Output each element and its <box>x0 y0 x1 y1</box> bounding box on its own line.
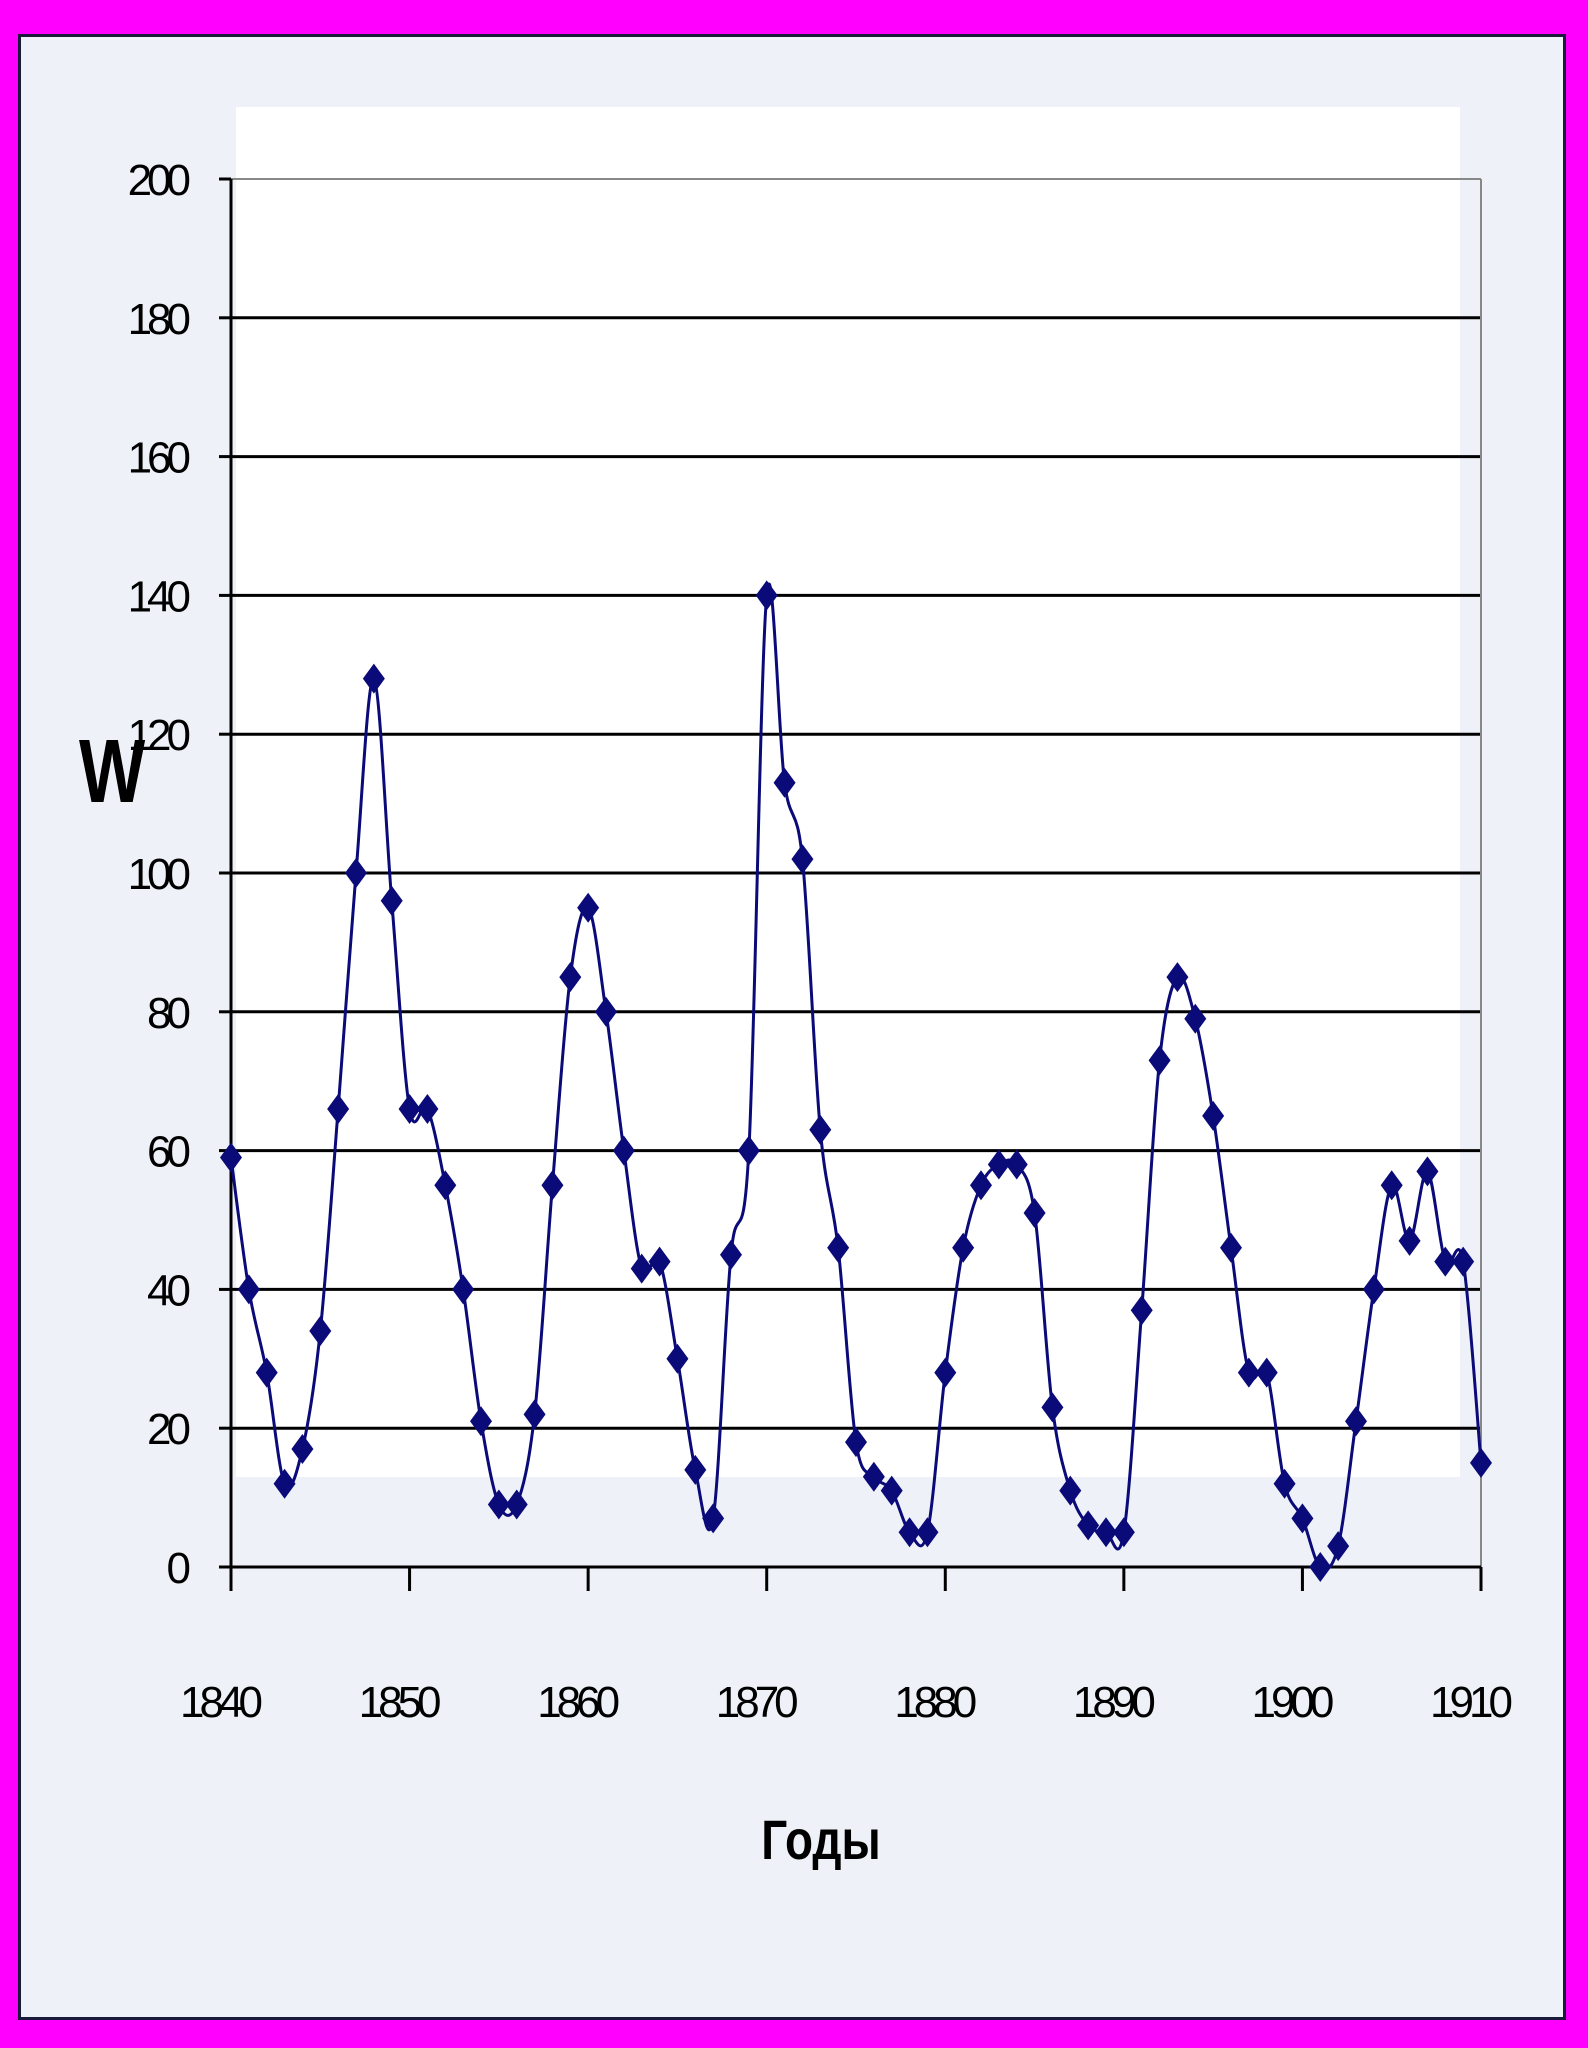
data-point <box>1184 1003 1207 1034</box>
data-point <box>362 663 385 694</box>
y-tick-label: 20 <box>147 1405 189 1454</box>
data-point <box>934 1357 957 1388</box>
y-tick-label: 80 <box>147 989 189 1038</box>
y-tick-label: 60 <box>147 1128 189 1177</box>
x-tick-label: 1850 <box>359 1678 440 1727</box>
data-point <box>898 1517 921 1548</box>
y-tick-label: 100 <box>128 850 190 899</box>
data-point <box>987 1149 1010 1180</box>
data-point <box>1291 1503 1314 1534</box>
data-point <box>1380 1170 1403 1201</box>
data-point <box>380 885 403 916</box>
y-axis-title: W <box>79 722 146 822</box>
data-point <box>237 1274 260 1305</box>
data-point <box>1255 1357 1278 1388</box>
data-point <box>291 1434 314 1465</box>
data-point <box>1202 1100 1225 1131</box>
data-point <box>470 1406 492 1437</box>
data-point <box>1434 1246 1457 1277</box>
data-point <box>916 1517 939 1548</box>
data-point <box>1398 1225 1421 1256</box>
x-tick-label: 1900 <box>1251 1678 1332 1727</box>
data-point <box>630 1253 653 1284</box>
data-point <box>595 996 617 1027</box>
data-point <box>648 1246 671 1277</box>
plot-area-background <box>236 107 1460 1477</box>
data-point <box>1166 962 1189 993</box>
data-point <box>1095 1517 1117 1548</box>
y-tick-label: 180 <box>128 295 190 344</box>
data-point <box>1345 1406 1367 1437</box>
y-tick-label: 0 <box>167 1544 190 1593</box>
data-point <box>952 1232 975 1263</box>
y-tick-label: 140 <box>128 572 190 621</box>
data-point <box>791 844 814 875</box>
data-point <box>612 1135 635 1166</box>
data-point <box>1309 1552 1332 1582</box>
data-point <box>702 1503 725 1534</box>
data-point <box>1237 1357 1260 1388</box>
data-point <box>755 580 778 611</box>
data-point <box>1452 1246 1475 1277</box>
y-tick-label: 200 <box>128 156 190 205</box>
data-point <box>220 1142 242 1173</box>
x-tick-label: 1910 <box>1430 1678 1511 1727</box>
data-point <box>1273 1468 1296 1499</box>
data-point <box>720 1239 742 1270</box>
data-point <box>1362 1274 1385 1305</box>
data-point <box>684 1454 707 1485</box>
data-point <box>559 962 582 993</box>
x-axis-title: Годы <box>761 1809 881 1871</box>
x-tick-label: 1890 <box>1073 1678 1154 1727</box>
data-point <box>327 1093 350 1124</box>
data-point <box>862 1461 885 1492</box>
data-point <box>1041 1392 1064 1423</box>
data-point <box>255 1357 278 1388</box>
data-point <box>541 1170 564 1201</box>
axes <box>219 177 1483 1591</box>
x-tick-label: 1840 <box>180 1678 261 1727</box>
data-point <box>452 1274 475 1305</box>
data-point <box>773 767 796 798</box>
data-point <box>1130 1295 1153 1326</box>
data-point <box>970 1170 992 1201</box>
data-point <box>1112 1517 1135 1548</box>
data-point <box>1059 1475 1082 1506</box>
data-point <box>487 1489 510 1520</box>
data-point <box>1005 1149 1028 1180</box>
data-point <box>827 1232 850 1263</box>
data-point <box>1416 1156 1439 1187</box>
data-point <box>523 1399 546 1430</box>
data-point <box>398 1093 421 1124</box>
x-tick-label: 1860 <box>537 1678 618 1727</box>
chart-frame: 0 20 40 60 80 100 120 140 160 180 200 1840 1850 1860 1… <box>18 34 1566 2020</box>
y-tick-label: 40 <box>147 1266 189 1315</box>
chart: 0 20 40 60 80 100 120 140 160 180 200 1840 1850 1860 1… <box>79 107 1517 1871</box>
data-point <box>1327 1531 1350 1562</box>
data-point <box>845 1427 867 1458</box>
y-tick-label: 120 <box>128 711 190 760</box>
data-point <box>1077 1510 1100 1541</box>
x-tick-label: 1870 <box>716 1678 797 1727</box>
data-point <box>666 1343 689 1374</box>
data-point <box>1023 1198 1046 1229</box>
data-point <box>434 1170 457 1201</box>
data-point <box>1148 1045 1171 1076</box>
data-point <box>345 858 367 888</box>
data-point <box>273 1468 296 1499</box>
y-tick-label: 160 <box>128 434 190 483</box>
data-point <box>809 1114 832 1145</box>
data-point <box>309 1316 332 1347</box>
data-point <box>505 1489 528 1520</box>
data-series <box>220 580 1492 1582</box>
data-point <box>737 1135 760 1166</box>
data-point <box>416 1093 439 1124</box>
data-point <box>1470 1447 1492 1478</box>
data-point <box>880 1475 903 1506</box>
x-tick-label: 1880 <box>894 1678 975 1727</box>
data-point <box>1220 1232 1242 1263</box>
data-point <box>577 892 600 923</box>
tick-labels: 0 20 40 60 80 100 120 140 160 180 200 1840 1850 1860 1… <box>128 156 1517 1727</box>
